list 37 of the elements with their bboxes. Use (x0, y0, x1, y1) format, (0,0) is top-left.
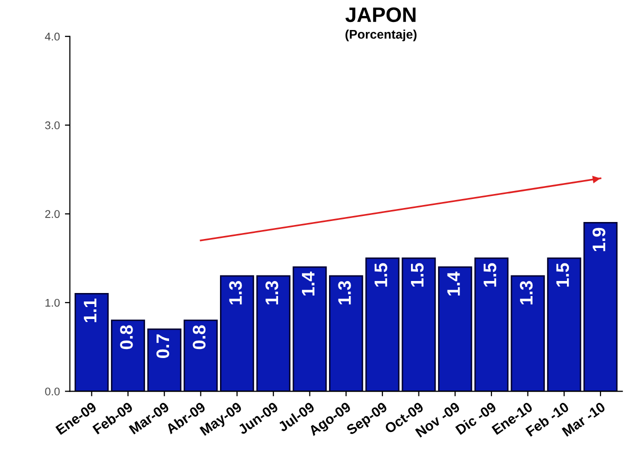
data-label: 0.8 (120, 325, 133, 350)
bar (510, 275, 545, 392)
bar (402, 258, 436, 392)
chart-subtitle: (Porcentaje) (346, 30, 416, 42)
bar (147, 328, 182, 392)
chart-title: JAPON (345, 7, 416, 22)
data-label: 1.5 (411, 263, 424, 287)
bar (220, 275, 254, 392)
bar (110, 320, 146, 392)
data-label: 0.7 (156, 334, 170, 358)
bar (256, 275, 290, 392)
bar (474, 258, 509, 392)
data-label: 1.4 (302, 272, 314, 296)
bar (583, 222, 618, 392)
data-label: 1.5 (374, 263, 388, 287)
data-label: 1.3 (265, 281, 278, 304)
y-tick-label: 3.0 (45, 121, 60, 130)
bar (292, 266, 327, 392)
y-tick-label: 4.0 (44, 32, 60, 41)
data-label: 1.5 (556, 263, 569, 287)
data-label: 0.8 (192, 325, 206, 350)
y-tick-label: 0.0 (45, 388, 60, 396)
bar (74, 293, 109, 392)
data-label: 1.9 (592, 228, 606, 252)
bar (365, 258, 400, 392)
y-tick-label: 1.0 (46, 298, 60, 307)
data-label: 1.3 (520, 281, 533, 304)
bar (184, 320, 218, 392)
bar (329, 275, 364, 392)
data-label: 1.5 (484, 263, 496, 287)
data-label: 1.3 (229, 281, 242, 304)
data-label: 1.4 (447, 272, 460, 296)
bar (438, 266, 472, 392)
data-label: 1.3 (338, 281, 351, 304)
y-tick-label: 2.0 (45, 210, 60, 218)
data-label: 1.1 (84, 298, 96, 322)
bar (547, 258, 582, 392)
